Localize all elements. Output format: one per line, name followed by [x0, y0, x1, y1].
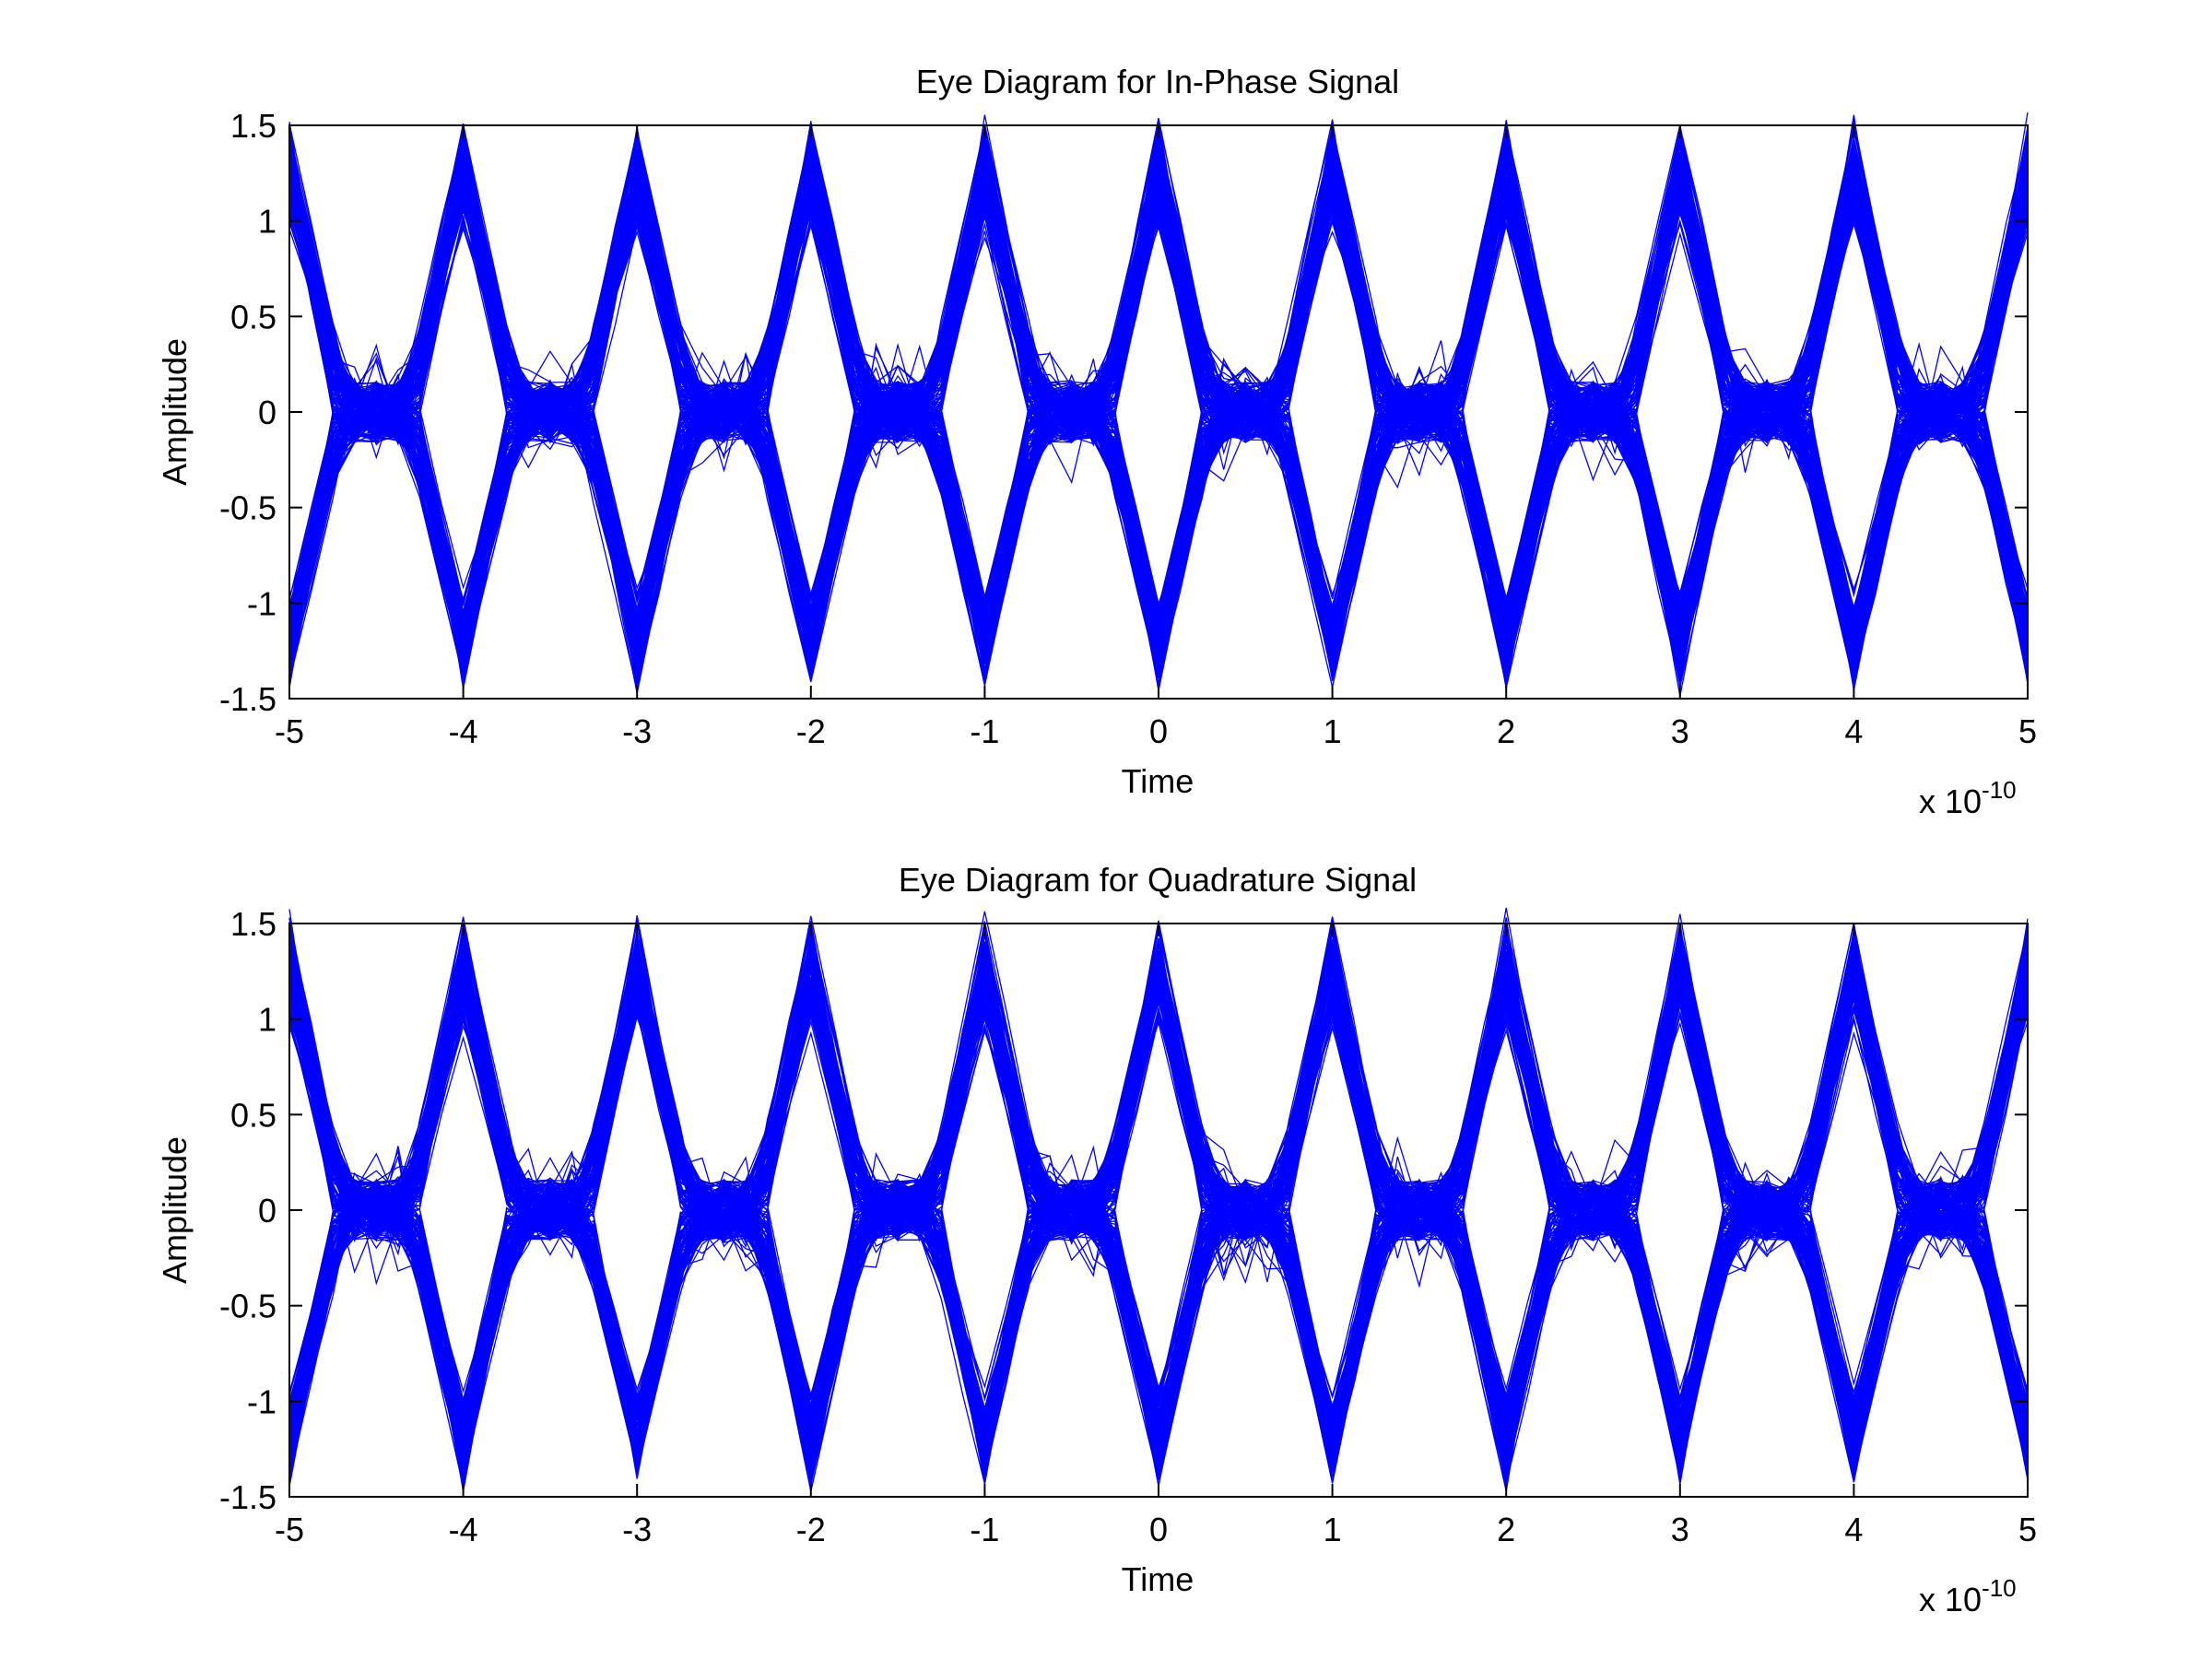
x-tick-label: -2	[796, 1511, 826, 1548]
eye-trace	[288, 146, 2029, 666]
x-tick-label: -3	[622, 712, 652, 750]
eye-trace	[288, 955, 2029, 1476]
x-tick-label: 2	[1497, 712, 1515, 750]
x-tick-label: 1	[1324, 1511, 1342, 1548]
x-axis-label: Time	[1122, 1560, 1194, 1598]
eye-trace	[288, 126, 2029, 671]
axis-ticks: -5 -4 -3 -2 -1 0 1 2 3 4 5 -1.5 -1 -0.5 0 0.5 1 1.5	[219, 107, 2037, 750]
y-tick-label: -1.5	[219, 1478, 276, 1516]
x-tick-label: 5	[2018, 712, 2037, 750]
x-tick-label: 4	[1844, 712, 1863, 750]
eye-trace	[288, 140, 2029, 676]
x-tick-label: 3	[1671, 1511, 1689, 1548]
eye-trace	[288, 928, 2029, 1479]
y-tick-label: 0	[258, 394, 276, 431]
x-tick-label: -4	[449, 712, 478, 750]
eye-trace	[288, 961, 2029, 1462]
x-tick-label: -2	[796, 712, 826, 750]
axis-ticks: -5 -4 -3 -2 -1 0 1 2 3 4 5 -1.5 -1 -0.5 0 0.5 1 1.5	[219, 905, 2037, 1548]
chart-title: Eye Diagram for In-Phase Signal	[916, 63, 1399, 100]
eye-trace	[288, 135, 2029, 686]
x-tick-label: -3	[622, 1511, 652, 1548]
x-tick-label: 0	[1149, 1511, 1168, 1548]
eye-trace	[288, 142, 2029, 659]
y-tick-label: 1	[258, 203, 276, 241]
eye-traces	[288, 907, 2029, 1492]
in-phase-eye-diagram: Eye Diagram for In-Phase Signal -5 -4 -3 -2…	[156, 63, 2037, 820]
eye-trace	[288, 922, 2029, 1463]
x-tick-label: 2	[1497, 1511, 1515, 1548]
y-tick-label: 0.5	[230, 1096, 276, 1134]
x-tick-label: 1	[1324, 712, 1342, 750]
eye-trace	[288, 907, 2029, 1463]
eye-trace	[288, 149, 2029, 686]
eye-trace	[288, 142, 2029, 687]
quadrature-eye-diagram: Eye Diagram for Quadrature Signal -5 -4 -3…	[156, 861, 2037, 1618]
eye-trace	[288, 962, 2029, 1447]
x-tick-label: -1	[970, 712, 999, 750]
y-tick-label: -0.5	[219, 489, 276, 527]
eye-trace	[288, 163, 2029, 672]
x-tick-label: -5	[275, 712, 304, 750]
y-tick-label: -1.5	[219, 680, 276, 718]
eye-trace	[288, 153, 2029, 674]
eye-trace	[288, 148, 2029, 677]
eye-trace	[288, 934, 2029, 1466]
eye-trace	[288, 926, 2029, 1477]
y-axis-label: Amplitude	[156, 338, 194, 486]
y-tick-label: -1	[247, 584, 276, 622]
x-multiplier-exponent: -10	[1982, 776, 2017, 804]
y-tick-label: 1.5	[230, 905, 276, 943]
x-multiplier-label: x 10-10	[1919, 1574, 2017, 1618]
eye-trace	[288, 121, 2029, 662]
x-multiplier-label: x 10-10	[1919, 776, 2017, 820]
x-multiplier-base: x 10	[1919, 782, 1982, 820]
x-multiplier-exponent: -10	[1982, 1574, 2017, 1602]
chart-title: Eye Diagram for Quadrature Signal	[899, 861, 1417, 899]
x-tick-label: 4	[1844, 1511, 1863, 1548]
x-tick-label: 3	[1671, 712, 1689, 750]
x-axis-label: Time	[1122, 762, 1194, 800]
y-tick-label: -1	[247, 1382, 276, 1420]
eye-trace	[288, 921, 2029, 1464]
y-tick-label: 0.5	[230, 298, 276, 335]
eye-trace	[288, 930, 2029, 1453]
x-tick-label: 5	[2018, 1511, 2037, 1548]
y-tick-label: -0.5	[219, 1288, 276, 1325]
y-tick-label: 1	[258, 1001, 276, 1039]
x-tick-label: 0	[1149, 712, 1168, 750]
y-tick-label: 1.5	[230, 107, 276, 145]
y-axis-label: Amplitude	[156, 1136, 194, 1284]
x-multiplier-base: x 10	[1919, 1581, 1982, 1618]
x-tick-label: -5	[275, 1511, 304, 1548]
x-tick-label: -4	[449, 1511, 478, 1548]
x-tick-label: -1	[970, 1511, 999, 1548]
eye-trace	[288, 918, 2029, 1457]
y-tick-label: 0	[258, 1192, 276, 1230]
